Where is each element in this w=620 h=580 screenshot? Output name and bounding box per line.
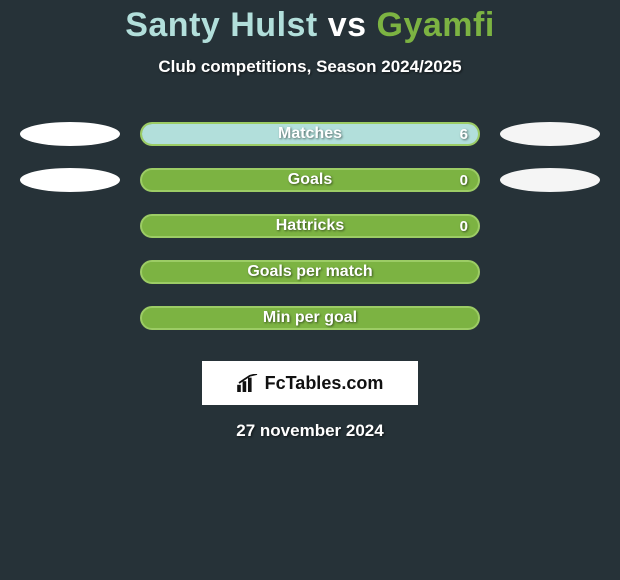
chart-icon bbox=[237, 374, 259, 392]
right-badge bbox=[500, 212, 600, 240]
subtitle: Club competitions, Season 2024/2025 bbox=[0, 57, 620, 77]
stat-bar: Goals per match bbox=[140, 260, 480, 284]
right-badge bbox=[500, 120, 600, 148]
left-badge bbox=[20, 258, 120, 286]
right-badge bbox=[500, 304, 600, 332]
right-badge bbox=[500, 258, 600, 286]
stat-right-value: 0 bbox=[460, 218, 468, 235]
left-badge bbox=[20, 212, 120, 240]
stat-bar: Goals0 bbox=[140, 168, 480, 192]
stat-label: Hattricks bbox=[142, 217, 478, 235]
player2-ellipse-icon bbox=[500, 122, 600, 146]
stat-bar: Matches6 bbox=[140, 122, 480, 146]
logo-box: FcTables.com bbox=[202, 361, 418, 405]
player2-name: Gyamfi bbox=[377, 6, 495, 44]
stat-label: Matches bbox=[142, 125, 478, 143]
player2-ellipse-icon bbox=[500, 168, 600, 192]
stat-row: Matches6 bbox=[0, 111, 620, 157]
stats-container: Matches6Goals0Hattricks0Goals per matchM… bbox=[0, 111, 620, 341]
stat-bar: Hattricks0 bbox=[140, 214, 480, 238]
stat-row: Min per goal bbox=[0, 295, 620, 341]
right-badge bbox=[500, 166, 600, 194]
vs-text: vs bbox=[328, 6, 367, 44]
date-label: 27 november 2024 bbox=[0, 421, 620, 441]
stat-bar: Min per goal bbox=[140, 306, 480, 330]
stat-label: Goals per match bbox=[142, 263, 478, 281]
left-badge bbox=[20, 120, 120, 148]
stat-label: Min per goal bbox=[142, 309, 478, 327]
stat-right-value: 6 bbox=[460, 126, 468, 143]
player1-ellipse-icon bbox=[20, 168, 120, 192]
page-title: Santy Hulst vs Gyamfi bbox=[0, 0, 620, 45]
logo-text: FcTables.com bbox=[265, 373, 384, 394]
left-badge bbox=[20, 166, 120, 194]
stat-row: Hattricks0 bbox=[0, 203, 620, 249]
player1-name: Santy Hulst bbox=[125, 6, 318, 44]
stat-row: Goals0 bbox=[0, 157, 620, 203]
player1-ellipse-icon bbox=[20, 122, 120, 146]
left-badge bbox=[20, 304, 120, 332]
stat-row: Goals per match bbox=[0, 249, 620, 295]
stat-label: Goals bbox=[142, 171, 478, 189]
stat-right-value: 0 bbox=[460, 172, 468, 189]
